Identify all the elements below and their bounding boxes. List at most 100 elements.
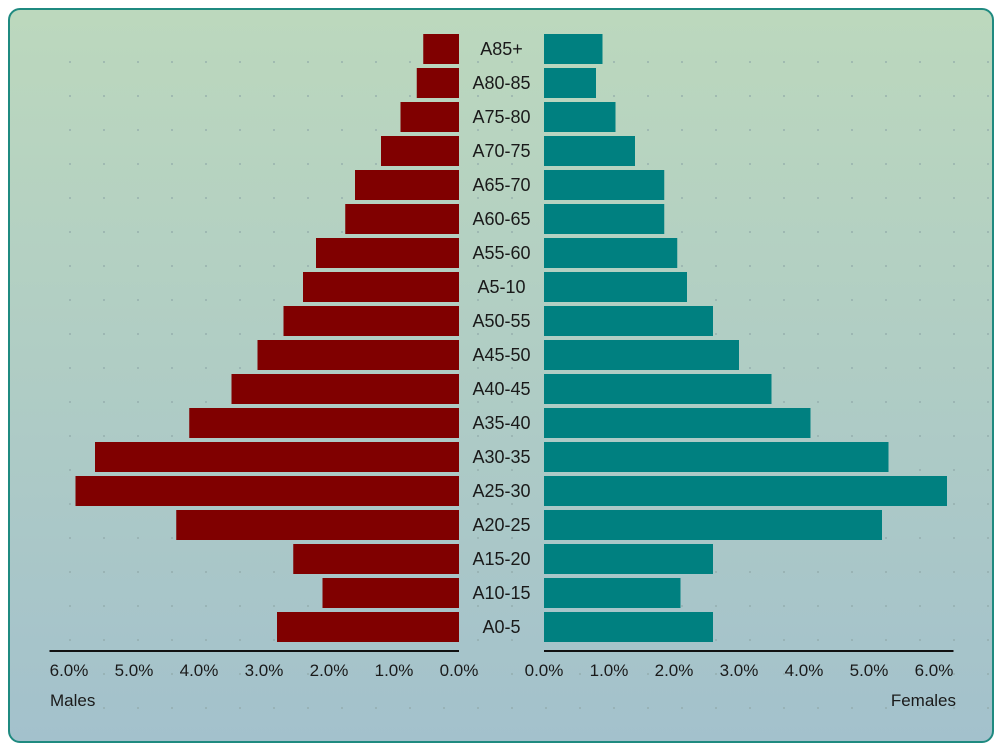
grid-dot <box>239 265 241 267</box>
grid-dot <box>851 163 853 165</box>
female-bars <box>544 34 947 642</box>
x-axes: 6.0% 5.0% 4.0% 3.0% 2.0% 1.0% 0.0% 0.0% 1.0% 2.0%… <box>49 650 954 680</box>
grid-dot <box>375 61 377 63</box>
grid-dot <box>273 163 275 165</box>
age-group-label: A0-5 <box>482 617 520 637</box>
grid-dot <box>953 571 955 573</box>
male-bar-a70-75 <box>381 136 459 166</box>
grid-dot <box>511 129 513 131</box>
grid-dot <box>613 61 615 63</box>
grid-dot <box>953 231 955 233</box>
age-group-label: A60-65 <box>472 209 530 229</box>
grid-dot <box>69 299 71 301</box>
grid-dot <box>341 197 343 199</box>
grid-dot <box>511 707 513 709</box>
grid-dot <box>103 95 105 97</box>
female-bar-a65-70 <box>544 170 665 200</box>
male-bar-a65-70 <box>355 170 459 200</box>
grid-dot <box>749 163 751 165</box>
grid-dot <box>851 673 853 675</box>
grid-dot <box>885 673 887 675</box>
grid-dot <box>987 435 989 437</box>
grid-dot <box>239 571 241 573</box>
grid-dot <box>307 707 309 709</box>
grid-dot <box>987 605 989 607</box>
grid-dot <box>103 401 105 403</box>
grid-dot <box>545 707 547 709</box>
grid-dot <box>715 163 717 165</box>
grid-dot <box>749 673 751 675</box>
grid-dot <box>205 299 207 301</box>
grid-dot <box>375 163 377 165</box>
grid-dot <box>375 673 377 675</box>
grid-dot <box>137 639 139 641</box>
grid-dot <box>783 265 785 267</box>
grid-dot <box>817 367 819 369</box>
grid-dot <box>783 197 785 199</box>
male-bar-a35-40 <box>189 408 459 438</box>
grid-dot <box>885 537 887 539</box>
grid-dot <box>885 197 887 199</box>
grid-dot <box>817 95 819 97</box>
grid-dot <box>851 197 853 199</box>
female-bar-a35-40 <box>544 408 811 438</box>
grid-dot <box>137 231 139 233</box>
grid-dot <box>477 299 479 301</box>
grid-dot <box>647 61 649 63</box>
grid-dot <box>749 197 751 199</box>
grid-dot <box>817 61 819 63</box>
grid-dot <box>477 129 479 131</box>
grid-dot <box>307 197 309 199</box>
grid-dot <box>749 707 751 709</box>
grid-dot <box>817 639 819 641</box>
grid-dot <box>307 673 309 675</box>
grid-dot <box>953 503 955 505</box>
grid-dot <box>103 61 105 63</box>
grid-dot <box>885 265 887 267</box>
grid-dot <box>647 129 649 131</box>
female-bar-a25-30 <box>544 476 947 506</box>
grid-dot <box>953 299 955 301</box>
grid-dot <box>953 639 955 641</box>
age-group-label: A65-70 <box>472 175 530 195</box>
female-bar-a45-50 <box>544 340 739 370</box>
grid-dot <box>579 707 581 709</box>
grid-dot <box>205 265 207 267</box>
grid-dot <box>171 435 173 437</box>
grid-dot <box>103 673 105 675</box>
grid-dot <box>851 639 853 641</box>
grid-dot <box>103 163 105 165</box>
grid-dot <box>171 265 173 267</box>
grid-dot <box>511 265 513 267</box>
grid-dot <box>477 197 479 199</box>
grid-dot <box>681 163 683 165</box>
grid-dot <box>69 401 71 403</box>
grid-dot <box>511 673 513 675</box>
grid-dot <box>851 129 853 131</box>
grid-dot <box>69 605 71 607</box>
female-bar-a10-15 <box>544 578 681 608</box>
grid-dot <box>137 95 139 97</box>
grid-dot <box>783 129 785 131</box>
grid-dot <box>851 61 853 63</box>
grid-dot <box>715 673 717 675</box>
grid-dot <box>341 129 343 131</box>
grid-dot <box>851 367 853 369</box>
female-bar-a85plus <box>544 34 603 64</box>
grid-dot <box>477 537 479 539</box>
grid-dot <box>69 503 71 505</box>
grid-dot <box>103 265 105 267</box>
male-bar-a85plus <box>423 34 459 64</box>
grid-dot <box>987 299 989 301</box>
grid-dot <box>885 571 887 573</box>
grid-dot <box>953 435 955 437</box>
grid-dot <box>477 707 479 709</box>
age-group-label: A85+ <box>480 39 523 59</box>
grid-dot <box>919 231 921 233</box>
grid-dot <box>885 163 887 165</box>
grid-dot <box>341 231 343 233</box>
grid-dot <box>817 571 819 573</box>
grid-dot <box>919 435 921 437</box>
grid-dot <box>477 469 479 471</box>
grid-dot <box>783 333 785 335</box>
